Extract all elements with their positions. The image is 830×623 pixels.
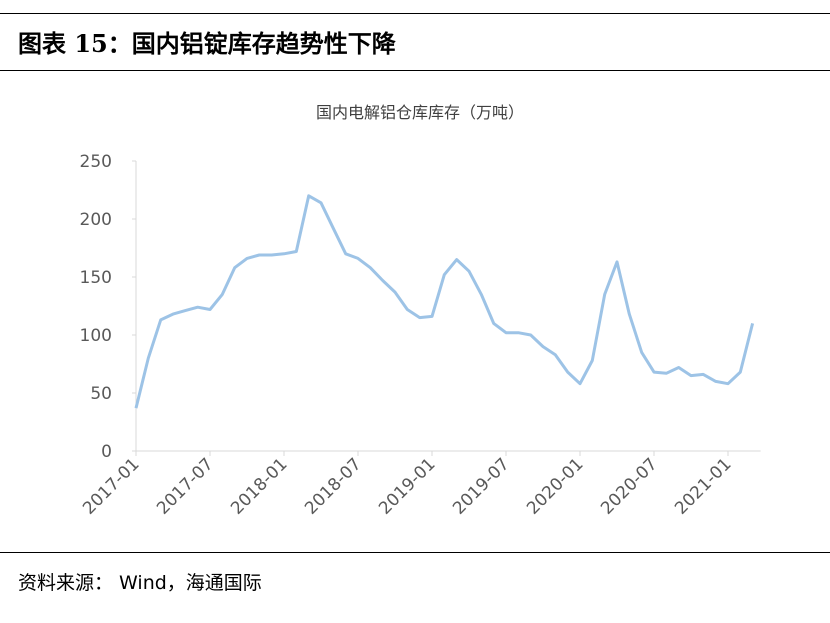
chart: 国内电解铝仓库库存（万吨） 0 50 100 150 200 250 2017-01 2017… (79, 103, 761, 519)
x-tick-label: 2018-01 (227, 454, 291, 518)
y-tick-label: 150 (80, 268, 112, 288)
x-tick-label: 2017-01 (79, 454, 143, 518)
x-tick-label: 2021-01 (671, 454, 735, 518)
y-tick-label: 0 (101, 442, 112, 462)
x-tick-label: 2020-01 (523, 454, 587, 518)
y-tick-label: 200 (80, 210, 112, 230)
chart-title: 国内电解铝仓库库存（万吨） (316, 103, 524, 122)
x-tick-label: 2019-01 (375, 454, 439, 518)
header-rule (0, 70, 830, 71)
footer-rule (0, 552, 830, 553)
x-tick-label: 2018-07 (301, 454, 365, 518)
y-tick-label: 250 (80, 152, 112, 172)
top-rule (0, 13, 830, 14)
x-tick-label: 2020-07 (597, 454, 661, 518)
y-tick-label: 50 (90, 384, 112, 404)
x-tick-label: 2019-07 (449, 454, 513, 518)
x-tick-label: 2017-07 (153, 454, 217, 518)
data-line (134, 194, 755, 409)
header-title: 图表 15：国内铝锭库存趋势性下降 (18, 29, 396, 58)
y-tick-label: 100 (80, 326, 112, 346)
source: 资料来源： Wind，海通国际 (18, 572, 262, 594)
